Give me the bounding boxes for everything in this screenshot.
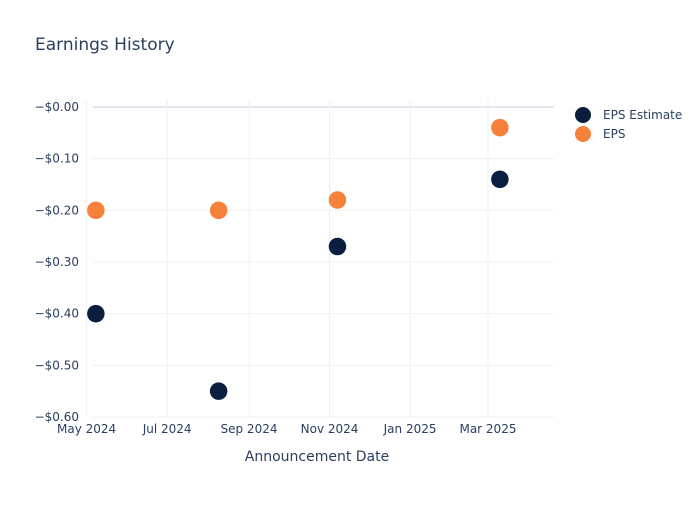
y-tick-label: −$0.10 bbox=[35, 152, 79, 166]
x-tick-label: Mar 2025 bbox=[459, 422, 516, 436]
x-tick-label: Sep 2024 bbox=[221, 422, 278, 436]
eps-estimate-point[interactable] bbox=[490, 170, 510, 189]
eps-estimate-point[interactable] bbox=[328, 237, 347, 256]
y-tick-label: −$0.20 bbox=[35, 203, 79, 217]
y-tick-label: −$0.30 bbox=[35, 255, 79, 269]
data-points bbox=[86, 118, 510, 401]
x-tick-label: May 2024 bbox=[57, 422, 116, 436]
y-tick-label: −$0.50 bbox=[35, 358, 79, 372]
eps-point[interactable] bbox=[86, 201, 106, 220]
y-tick-label: −$0.00 bbox=[35, 100, 79, 114]
grid-lines bbox=[86, 100, 554, 418]
x-tick-label: Nov 2024 bbox=[301, 422, 359, 436]
legend-item-eps-estimate[interactable]: EPS Estimate bbox=[575, 107, 682, 123]
eps-point[interactable] bbox=[328, 190, 347, 210]
y-axis-tick-labels: −$0.00 −$0.10 −$0.20 −$0.30 −$0.40 −$0.50 −$0.… bbox=[35, 100, 79, 424]
y-tick-label: −$0.40 bbox=[35, 307, 79, 321]
eps-point[interactable] bbox=[209, 201, 228, 220]
legend-marker bbox=[575, 126, 591, 142]
eps-point[interactable] bbox=[490, 118, 510, 137]
y-tick-label: −$0.60 bbox=[35, 410, 79, 424]
x-axis-tick-labels: May 2024 Jul 2024 Sep 2024 Nov 2024 Jan 2025… bbox=[57, 422, 516, 436]
eps-estimate-point[interactable] bbox=[86, 304, 106, 323]
legend-marker bbox=[575, 107, 591, 123]
chart-title: Earnings History bbox=[35, 35, 175, 55]
legend-label: EPS Estimate bbox=[603, 108, 682, 122]
eps-estimate-point[interactable] bbox=[209, 381, 228, 401]
legend[interactable]: EPS Estimate EPS bbox=[575, 107, 682, 142]
x-tick-label: Jan 2025 bbox=[383, 422, 437, 436]
x-axis-title: Announcement Date bbox=[245, 449, 389, 465]
legend-label: EPS bbox=[603, 127, 625, 141]
legend-item-eps[interactable]: EPS bbox=[575, 126, 625, 142]
x-tick-label: Jul 2024 bbox=[142, 422, 192, 436]
